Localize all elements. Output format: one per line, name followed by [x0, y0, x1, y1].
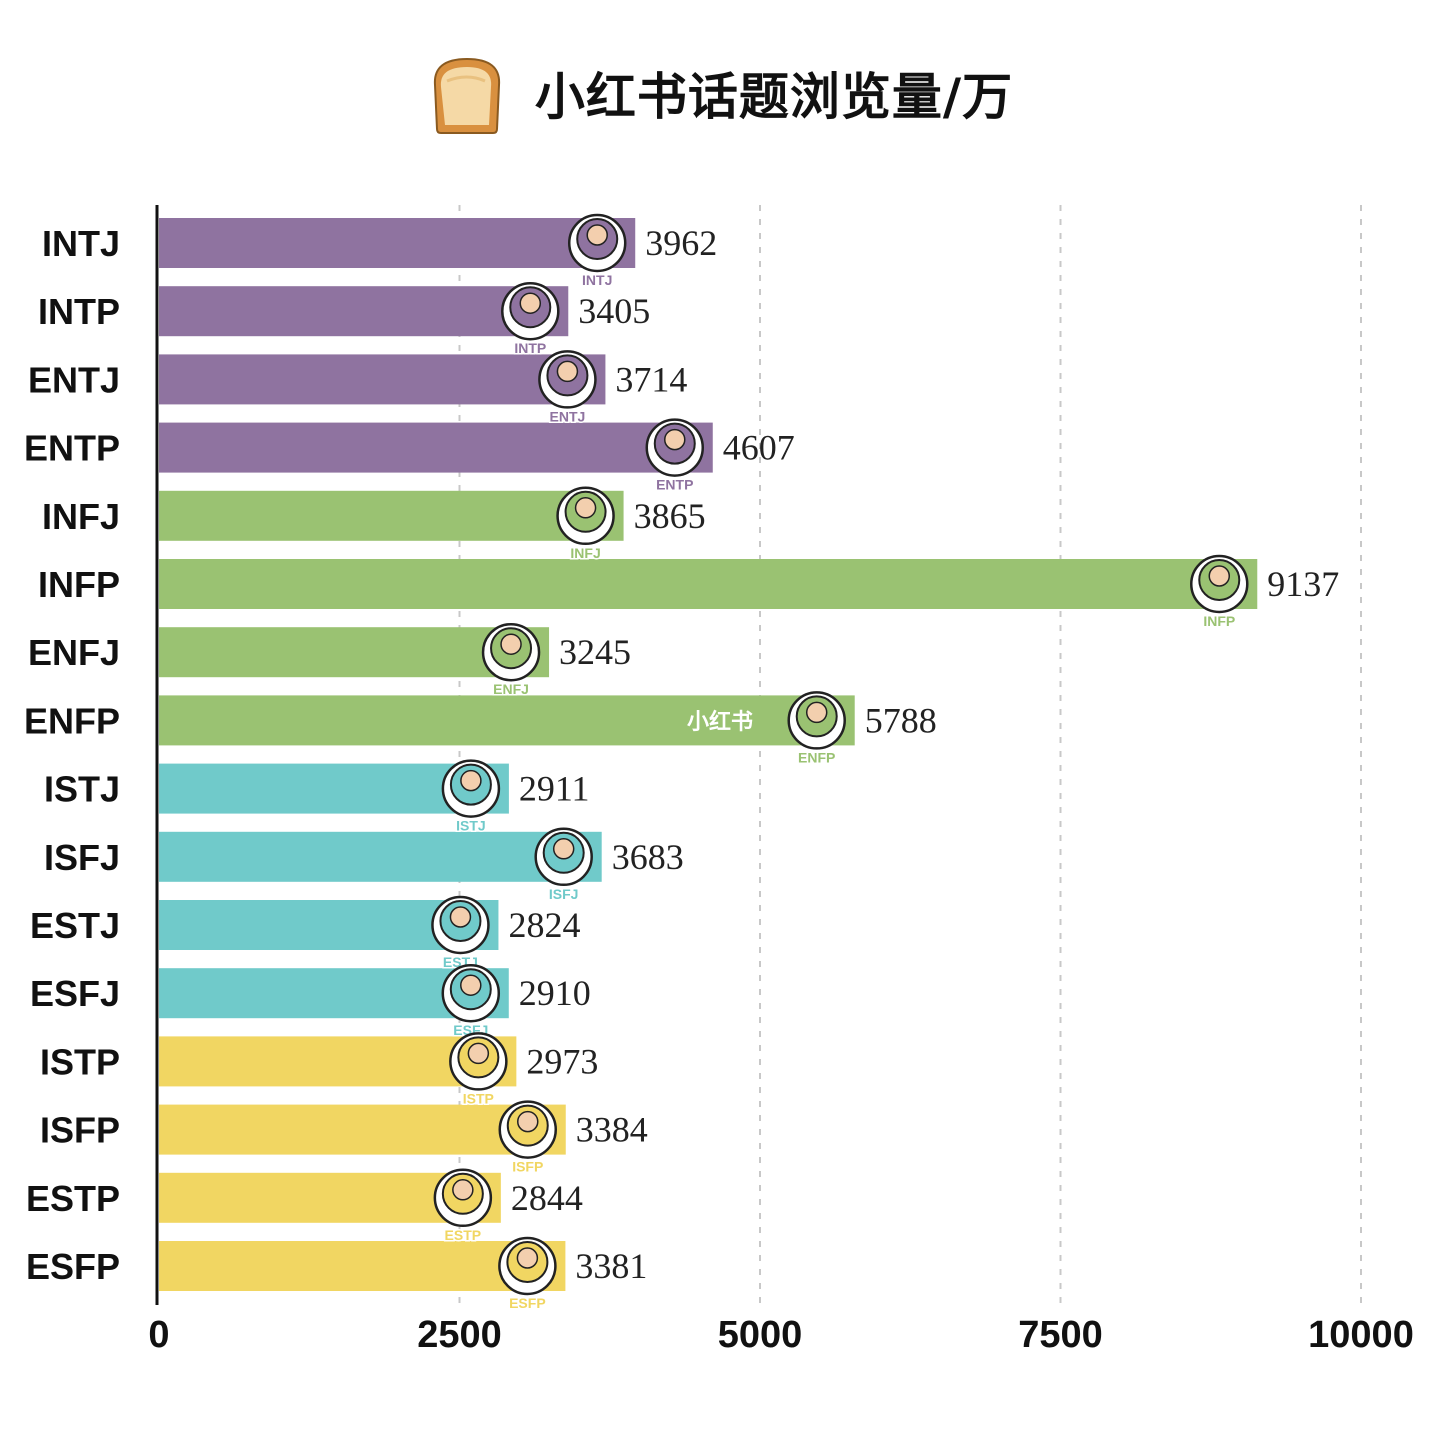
category-label-esfp: ESFP: [26, 1246, 120, 1287]
value-label-entp: 4607: [723, 428, 795, 468]
value-labels: 3962 3405 3714 4607 3865 9137 3245 5788 2911 3683…: [508, 223, 1339, 1286]
badge-label: ENTJ: [550, 408, 586, 424]
category-label-isfj: ISFJ: [44, 837, 120, 878]
badge-label: INTP: [514, 340, 546, 356]
bar-intp: [159, 286, 569, 337]
character-badge: ENFP: [787, 691, 846, 767]
character-badge: ESFJ: [441, 963, 501, 1040]
category-label-infj: INFJ: [42, 496, 120, 537]
category-label-isfp: ISFP: [40, 1110, 120, 1151]
category-label-entp: ENTP: [24, 428, 120, 469]
bread-icon: [433, 57, 500, 134]
value-label-enfp: 5788: [865, 700, 937, 740]
character-badge: ESTJ: [431, 895, 490, 972]
category-label-estp: ESTP: [26, 1178, 120, 1219]
badge-label: ESFP: [509, 1295, 546, 1311]
chart-title-row: 小红书话题浏览量/万: [0, 48, 1440, 138]
character-badge: INTJ: [567, 213, 627, 290]
value-label-enfj: 3245: [559, 632, 631, 672]
badge-label: ESTP: [445, 1227, 482, 1243]
category-label-istp: ISTP: [40, 1041, 120, 1082]
bar-enfp: [159, 695, 855, 746]
bar-isfj: [159, 831, 602, 882]
category-label-enfj: ENFJ: [28, 632, 120, 673]
character-badge: INFP: [1190, 554, 1249, 631]
character-badge: ISTJ: [441, 759, 501, 835]
category-label-intp: INTP: [38, 291, 120, 332]
character-badge: INTP: [501, 281, 560, 358]
character-badge: ENFJ: [481, 622, 541, 699]
value-label-intp: 3405: [578, 291, 650, 331]
bar-intj: [159, 218, 636, 268]
value-label-esfp: 3381: [575, 1246, 647, 1286]
x-tick-label: 0: [148, 1314, 169, 1356]
category-label-estj: ESTJ: [30, 905, 120, 946]
bar-entp: [159, 422, 713, 473]
character-badge: ISFP: [498, 1100, 558, 1176]
x-tick-label: 2500: [417, 1314, 502, 1356]
bar-infp: [159, 559, 1258, 609]
value-label-infp: 9137: [1267, 564, 1339, 604]
badge-label: ISFJ: [549, 886, 579, 902]
x-tick-label: 7500: [1018, 1314, 1103, 1356]
badge-label: ISTJ: [456, 818, 486, 834]
category-label-esfj: ESFJ: [30, 973, 120, 1014]
watermark-label: 小红书: [687, 709, 753, 735]
bar-infj: [159, 490, 624, 541]
value-label-entj: 3714: [615, 359, 687, 399]
character-badge: INFJ: [556, 486, 615, 562]
value-label-esfj: 2910: [519, 973, 591, 1013]
character-badge: ISTP: [449, 1032, 508, 1108]
bar-esfp: [159, 1241, 566, 1291]
badge-label: ENTP: [656, 477, 693, 493]
value-label-estp: 2844: [511, 1178, 583, 1218]
value-label-istj: 2911: [519, 769, 590, 809]
value-label-isfj: 3683: [612, 837, 684, 877]
value-label-intj: 3962: [645, 223, 717, 263]
category-label-infp: INFP: [38, 564, 120, 605]
character-badge: ENTJ: [538, 350, 597, 426]
value-label-isfp: 3384: [576, 1110, 648, 1150]
value-label-istp: 2973: [526, 1041, 598, 1081]
bars: [159, 218, 1258, 1291]
badge-label: INFP: [1203, 613, 1235, 629]
bar-isfp: [159, 1104, 566, 1155]
character-badge: ESTP: [433, 1168, 493, 1244]
badge-label: INTJ: [582, 272, 612, 288]
value-label-estj: 2824: [508, 905, 580, 945]
category-label-entj: ENTJ: [28, 359, 120, 400]
x-tick-label: 10000: [1308, 1314, 1414, 1356]
badge-label: ENFJ: [493, 681, 529, 697]
badge-label: ISTP: [463, 1090, 494, 1106]
category-label-istj: ISTJ: [44, 769, 120, 810]
category-label-enfp: ENFP: [24, 700, 120, 741]
x-tick-label: 5000: [718, 1314, 803, 1356]
bar-entj: [159, 354, 606, 405]
type-badges: INTJ INTP ENTJ ENTP INFJ INFP ENFJ ENFP ISTJ ISFJ…: [431, 213, 1249, 1313]
category-labels: INTJ INTP ENTJ ENTP INFJ INFP ENFJ ENFP ISTJ ISFJ…: [24, 223, 120, 1287]
character-badge: ISFJ: [534, 827, 593, 903]
character-badge: ENTP: [645, 418, 705, 494]
x-axis-ticks: 0 2500 5000 7500 10000: [148, 1314, 1413, 1356]
chart-title: 小红书话题浏览量/万: [534, 68, 1014, 126]
badge-label: ISFP: [512, 1159, 543, 1175]
category-label-intj: INTJ: [42, 223, 120, 264]
badge-label: ENFP: [798, 749, 835, 765]
character-badge: ESFP: [498, 1236, 557, 1313]
badge-label: INFJ: [570, 545, 600, 561]
value-label-infj: 3865: [634, 496, 706, 536]
